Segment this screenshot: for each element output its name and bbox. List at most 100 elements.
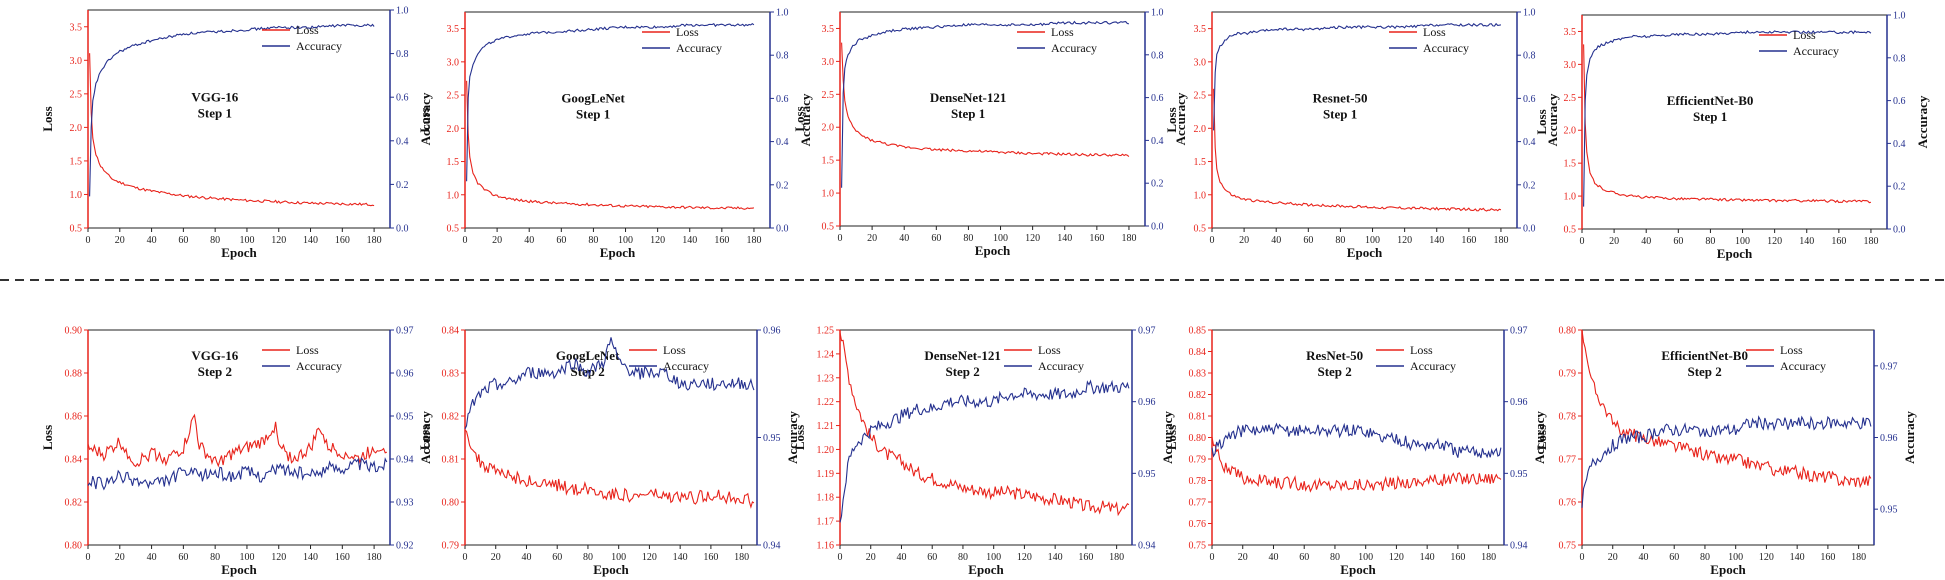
y2-axis-label: Accuracy: [1173, 92, 1188, 145]
y2-tick-label: 0.94: [396, 455, 414, 466]
chart-title: VGG-16: [191, 90, 238, 105]
x-tick-label: 180: [367, 235, 382, 246]
y2-tick-label: 1.0: [1151, 8, 1164, 19]
y2-tick-label: 0.2: [1151, 179, 1164, 190]
chart-subtitle: Step 2: [945, 364, 979, 379]
y2-tick-label: 0.2: [1893, 182, 1906, 193]
y-tick-label: 0.79: [442, 541, 460, 552]
x-tick-label: 0: [463, 552, 468, 563]
x-tick-label: 20: [867, 233, 877, 244]
x-tick-label: 180: [1851, 552, 1866, 563]
y-axis-label: Loss: [417, 425, 432, 450]
x-tick-label: 160: [1078, 552, 1093, 563]
y2-tick-label: 1.0: [396, 6, 409, 17]
y2-tick-label: 0.96: [1138, 397, 1156, 408]
x-tick-label: 20: [115, 235, 125, 246]
y2-axis-label: Accuracy: [418, 411, 433, 464]
chart-title: DenseNet-121: [930, 90, 1007, 105]
y-tick-label: 1.0: [1194, 190, 1207, 201]
x-tick-label: 180: [1481, 552, 1496, 563]
series-accuracy-line: [89, 23, 375, 197]
x-tick-label: 160: [1089, 233, 1104, 244]
y2-tick-label: 0.96: [763, 326, 781, 337]
y2-axis-label: Accuracy: [1545, 93, 1560, 146]
y-tick-label: 0.85: [1189, 326, 1207, 337]
x-tick-label: 40: [1271, 235, 1281, 246]
x-tick-label: 120: [1389, 552, 1404, 563]
chart-subtitle: Step 2: [1687, 364, 1721, 379]
y-tick-label: 0.5: [1564, 225, 1577, 236]
chart-title: Resnet-50: [1313, 91, 1368, 106]
x-axis-label: Epoch: [1347, 245, 1383, 260]
y2-axis-label: Accuracy: [1532, 411, 1547, 464]
y2-tick-label: 0.0: [1151, 222, 1164, 233]
y-tick-label: 1.5: [447, 157, 460, 168]
legend-label: Accuracy: [676, 41, 722, 55]
chart-subtitle: Step 2: [198, 364, 232, 379]
x-tick-label: 60: [178, 552, 188, 563]
y2-tick-label: 0.4: [1523, 137, 1536, 148]
x-tick-label: 180: [1121, 233, 1136, 244]
y-tick-label: 1.0: [70, 190, 83, 201]
x-tick-label: 120: [642, 552, 657, 563]
x-tick-label: 20: [1238, 552, 1248, 563]
x-tick-label: 180: [746, 235, 761, 246]
y-tick-label: 0.78: [1189, 476, 1207, 487]
y-tick-label: 0.83: [1189, 369, 1207, 380]
x-tick-label: 140: [303, 552, 318, 563]
y2-tick-label: 0.4: [1151, 136, 1164, 147]
y-tick-label: 3.5: [822, 24, 835, 35]
chart-3: 0 20 40 60 80 100 120 140 160 180 0.5 1.0 1.5 2.0 2.5 3…: [792, 8, 1188, 259]
x-tick-label: 140: [1057, 233, 1072, 244]
series-loss-line: [89, 53, 375, 207]
chart-title: GoogLeNet: [561, 91, 625, 106]
legend-label: Accuracy: [1038, 359, 1084, 373]
series-accuracy-line: [1211, 422, 1502, 459]
x-tick-label: 80: [1705, 236, 1715, 247]
x-tick-label: 160: [1450, 552, 1465, 563]
chart-9: 0 20 40 60 80 100 120 140 160 180 0.75 0.76 0.77 0.78…: [1164, 326, 1547, 578]
x-tick-label: 100: [611, 552, 626, 563]
chart-8: 0 20 40 60 80 100 120 140 160 180 1.16 1.17 1.18 1.19…: [792, 326, 1175, 578]
chart-title: EfficientNet-B0: [1667, 93, 1754, 108]
y2-tick-label: 0.2: [1523, 180, 1536, 191]
y2-tick-label: 0.95: [763, 433, 781, 444]
y-tick-label: 3.5: [1564, 27, 1577, 38]
y-tick-label: 2.0: [1194, 124, 1207, 135]
y-tick-label: 1.0: [822, 189, 835, 200]
y2-tick-label: 0.8: [1151, 50, 1164, 61]
series-loss-line: [841, 42, 1130, 158]
x-tick-label: 80: [1330, 552, 1340, 563]
plot-frame: [87, 329, 391, 546]
y-axis-label: Loss: [792, 106, 807, 131]
x-axis-label: Epoch: [1340, 562, 1376, 577]
x-tick-label: 80: [583, 552, 593, 563]
y-tick-label: 3.0: [447, 57, 460, 68]
y-tick-label: 3.5: [70, 22, 83, 33]
x-axis-label: Epoch: [975, 243, 1011, 258]
x-tick-label: 40: [1268, 552, 1278, 563]
y-tick-label: 2.5: [1194, 91, 1207, 102]
x-axis-label: Epoch: [221, 562, 257, 577]
y-tick-label: 0.80: [65, 541, 83, 552]
x-tick-label: 0: [1210, 235, 1215, 246]
plot-frame: [1581, 14, 1888, 230]
x-tick-label: 140: [1420, 552, 1435, 563]
series-accuracy-line: [464, 337, 755, 430]
legend-label: Loss: [1038, 343, 1061, 357]
chart-subtitle: Step 1: [1323, 107, 1357, 122]
y-axis-label: Loss: [40, 425, 55, 450]
x-tick-label: 0: [1580, 552, 1585, 563]
y2-axis-label: Accuracy: [798, 93, 813, 146]
chart-7: 0 20 40 60 80 100 120 140 160 180 0.79 0.80 0.81 0.82…: [417, 326, 800, 578]
y2-tick-label: 0.96: [396, 369, 414, 380]
y2-tick-label: 0.2: [396, 180, 409, 191]
x-tick-label: 60: [178, 235, 188, 246]
x-tick-label: 0: [1210, 552, 1215, 563]
y-tick-label: 0.79: [1559, 369, 1577, 380]
chart-subtitle: Step 1: [198, 106, 232, 121]
y2-tick-label: 0.95: [1138, 469, 1156, 480]
x-tick-label: 140: [1429, 235, 1444, 246]
series-accuracy-line: [839, 379, 1130, 523]
x-tick-label: 60: [1669, 552, 1679, 563]
